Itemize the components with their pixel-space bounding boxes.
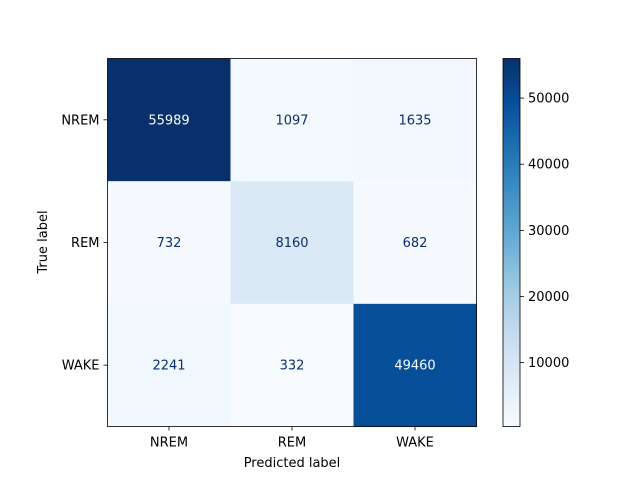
x-tick-label: WAKE [396, 436, 434, 451]
colorbar-tick-label: 20000 [528, 290, 569, 305]
cell-value-labels: 55989 1097 1635 732 8160 682 2241 332 49460 [148, 113, 435, 373]
cell-nrem-nrem [107, 58, 231, 182]
cell-nrem-wake [353, 58, 477, 182]
cell-value-label: 1635 [398, 113, 431, 128]
cell-value-label: 55989 [148, 113, 189, 128]
colorbar-tick-label: 50000 [528, 92, 569, 107]
cell-wake-rem [230, 303, 354, 427]
x-axis-label: Predicted label [244, 456, 341, 471]
x-tick-label: REM [278, 436, 306, 451]
cell-value-label: 682 [403, 236, 428, 251]
x-axis-ticks: NREM REM WAKE [150, 426, 434, 451]
colorbar-tick-label: 40000 [528, 158, 569, 173]
cell-rem-wake [353, 181, 477, 305]
heatmap-cells [107, 58, 477, 427]
cell-rem-rem [230, 181, 354, 305]
colorbar [502, 58, 521, 427]
cell-value-label: 49460 [394, 359, 435, 374]
cell-value-label: 332 [280, 359, 305, 374]
y-axis-label: True label [36, 210, 51, 274]
colorbar-tick-label: 30000 [528, 224, 569, 239]
y-tick-label: REM [71, 236, 99, 251]
cell-value-label: 8160 [275, 236, 308, 251]
cell-value-label: 1097 [275, 113, 308, 128]
cell-wake-wake [353, 303, 477, 427]
y-axis-ticks: NREM REM WAKE [61, 113, 108, 374]
cell-nrem-rem [230, 58, 354, 182]
x-tick-label: NREM [150, 436, 188, 451]
colorbar-tick-label: 10000 [528, 356, 569, 371]
cell-value-label: 2241 [152, 359, 185, 374]
cell-value-label: 732 [157, 236, 182, 251]
cell-wake-nrem [107, 303, 231, 427]
y-tick-label: NREM [61, 113, 99, 128]
cell-rem-nrem [107, 181, 231, 305]
y-tick-label: WAKE [62, 359, 100, 374]
colorbar-ticks: 10000 20000 30000 40000 50000 [520, 92, 569, 371]
